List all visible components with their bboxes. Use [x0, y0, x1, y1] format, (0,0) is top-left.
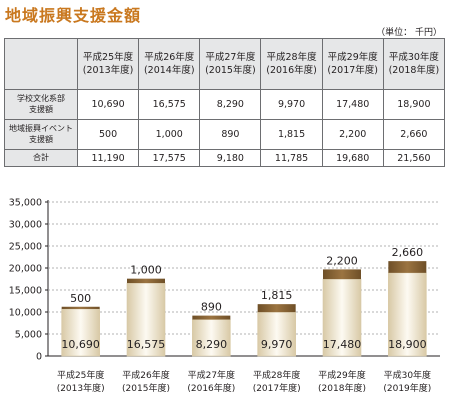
x-tick-label: 平成25年度(2013年度): [57, 369, 105, 394]
data-label-top: 1,000: [130, 264, 162, 277]
y-tick-label: 35,000: [9, 198, 42, 209]
bar-regional-event: [257, 304, 296, 313]
bar-regional-event: [388, 261, 427, 273]
data-label-base: 10,690: [61, 338, 100, 351]
y-tick-label: 5,000: [15, 330, 42, 341]
data-label-base: 8,290: [196, 338, 228, 351]
table-cell: 10,690: [76, 88, 140, 121]
y-tick-label: 0: [36, 352, 42, 363]
column-header: 平成30年度 (2018年度): [382, 38, 446, 90]
stacked-bar-chart: 0 5,000 10,000 15,000 20,000 25,000 30,000 35,0…: [9, 198, 440, 394]
value-labels: 10,690 500 16,575 1,000 8,290 890 9,970 1,815 17…: [61, 246, 426, 351]
table-row-school-culture: 学校文化系部 支援額 10,690 16,575 8,290 9,970 17,4…: [4, 88, 446, 121]
x-axis-labels: 平成25年度(2013年度) 平成26年度(2015年度) 平成27年度(2016年…: [57, 369, 432, 394]
column-header: 平成25年度 (2013年度): [76, 38, 140, 90]
table-row-regional-event: 地域振興イベント 支援額 500 1,000 890 1,815 2,200 2,…: [4, 119, 446, 151]
table-cell: 2,200: [321, 119, 384, 151]
y-tick-label: 25,000: [9, 242, 42, 253]
x-tick-label: 平成27年度(2016年度): [187, 369, 235, 394]
table-cell: 9,970: [260, 88, 323, 121]
data-label-base: 17,480: [323, 338, 362, 351]
unit-label: （単位： 千円）: [376, 28, 442, 38]
table-cell: 11,785: [260, 149, 323, 167]
page-title: 地域振興支援金額: [5, 6, 142, 25]
table-cell: 1,000: [138, 119, 201, 151]
bar-school-culture: [322, 278, 362, 357]
table-cell: 9,180: [199, 149, 262, 167]
y-tick-label: 20,000: [9, 264, 42, 275]
data-label-top: 1,815: [261, 289, 293, 302]
x-tick-label: 平成26年度(2015年度): [122, 369, 170, 394]
table-cell: 18,900: [382, 88, 446, 121]
table-cell: 17,575: [138, 149, 201, 167]
y-tick-label: 30,000: [9, 220, 42, 231]
table-cell: 21,560: [382, 149, 446, 167]
table-cell: 19,680: [321, 149, 384, 167]
x-tick-label: 平成29年度(2018年度): [318, 369, 366, 394]
data-label-base: 18,900: [388, 338, 427, 351]
table-cell: 17,480: [321, 88, 384, 121]
data-label-top: 890: [201, 301, 222, 314]
x-tick-label: 平成30年度(2019年度): [383, 369, 431, 394]
bar-regional-event: [61, 306, 100, 309]
data-label-top: 2,200: [326, 254, 358, 267]
bar-regional-event: [323, 269, 361, 280]
bar-school-culture: [192, 319, 231, 357]
row-header: 地域振興イベント 支援額: [4, 119, 78, 151]
row-header: 学校文化系部 支援額: [4, 88, 78, 121]
table-cell: 890: [199, 119, 262, 151]
x-tick-label: 平成28年度(2017年度): [253, 369, 301, 394]
bar-school-culture: [126, 282, 166, 357]
data-label-top: 500: [70, 292, 91, 305]
data-label-base: 9,970: [261, 338, 293, 351]
table-cell: 2,660: [382, 119, 446, 151]
column-header: 平成29年度 (2017年度): [321, 38, 384, 90]
table-row-total: 合計 11,190 17,575 9,180 11,785 19,680 21,…: [4, 149, 446, 167]
data-label-base: 16,575: [127, 338, 166, 351]
y-tick-label: 15,000: [9, 286, 42, 297]
summary-table: 平成25年度 (2013年度) 平成26年度 (2014年度) 平成27年度 (201…: [4, 38, 446, 167]
bar-school-culture: [388, 272, 427, 357]
table-cell: 11,190: [76, 149, 140, 167]
table-cell: 500: [76, 119, 140, 151]
table-cell: 1,815: [260, 119, 323, 151]
data-label-top: 2,660: [392, 246, 424, 259]
bar-school-culture: [61, 308, 100, 357]
column-header: 平成28年度 (2016年度): [260, 38, 323, 90]
row-header: 合計: [4, 149, 78, 167]
table-cell: 8,290: [199, 88, 262, 121]
grid-lines: [45, 200, 440, 357]
bar-regional-event: [192, 315, 231, 320]
bars: [61, 261, 427, 357]
column-header: 平成26年度 (2014年度): [138, 38, 201, 90]
y-axis-ticks: 0 5,000 10,000 15,000 20,000 25,000 30,000 35,0…: [9, 198, 42, 363]
table-cell: 16,575: [138, 88, 201, 121]
bar-regional-event: [127, 278, 165, 284]
table-corner-cell: [4, 38, 78, 90]
table-header-row: 平成25年度 (2013年度) 平成26年度 (2014年度) 平成27年度 (201…: [4, 38, 446, 90]
y-tick-label: 10,000: [9, 308, 42, 319]
column-header: 平成27年度 (2015年度): [199, 38, 262, 90]
bar-school-culture: [257, 311, 296, 357]
